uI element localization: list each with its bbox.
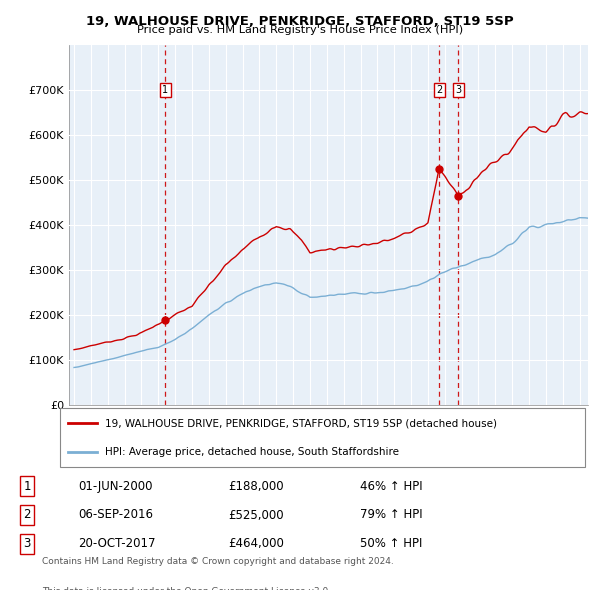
Point [454, 192, 463, 201]
Text: HPI: Average price, detached house, South Staffordshire: HPI: Average price, detached house, Sout… [105, 447, 399, 457]
Text: 46% ↑ HPI: 46% ↑ HPI [360, 480, 422, 493]
Text: £188,000: £188,000 [228, 480, 284, 493]
Text: Price paid vs. HM Land Registry's House Price Index (HPI): Price paid vs. HM Land Registry's House … [137, 25, 463, 35]
Text: 50% ↑ HPI: 50% ↑ HPI [360, 537, 422, 550]
Text: 2: 2 [436, 85, 442, 95]
Text: 1: 1 [163, 85, 169, 95]
Text: 06-SEP-2016: 06-SEP-2016 [78, 509, 153, 522]
Text: 3: 3 [455, 85, 461, 95]
Text: 1: 1 [23, 480, 31, 493]
Text: £525,000: £525,000 [228, 509, 284, 522]
FancyBboxPatch shape [59, 408, 586, 467]
Text: £464,000: £464,000 [228, 537, 284, 550]
Text: 19, WALHOUSE DRIVE, PENKRIDGE, STAFFORD, ST19 5SP: 19, WALHOUSE DRIVE, PENKRIDGE, STAFFORD,… [86, 15, 514, 28]
Text: 2: 2 [23, 509, 31, 522]
Text: 19, WALHOUSE DRIVE, PENKRIDGE, STAFFORD, ST19 5SP (detached house): 19, WALHOUSE DRIVE, PENKRIDGE, STAFFORD,… [105, 418, 497, 428]
Point [161, 316, 170, 325]
Text: Contains HM Land Registry data © Crown copyright and database right 2024.: Contains HM Land Registry data © Crown c… [42, 557, 394, 566]
Text: 3: 3 [23, 537, 31, 550]
Text: 20-OCT-2017: 20-OCT-2017 [78, 537, 155, 550]
Text: 79% ↑ HPI: 79% ↑ HPI [360, 509, 422, 522]
Point [434, 164, 444, 173]
Text: This data is licensed under the Open Government Licence v3.0.: This data is licensed under the Open Gov… [42, 587, 331, 590]
Text: 01-JUN-2000: 01-JUN-2000 [78, 480, 152, 493]
